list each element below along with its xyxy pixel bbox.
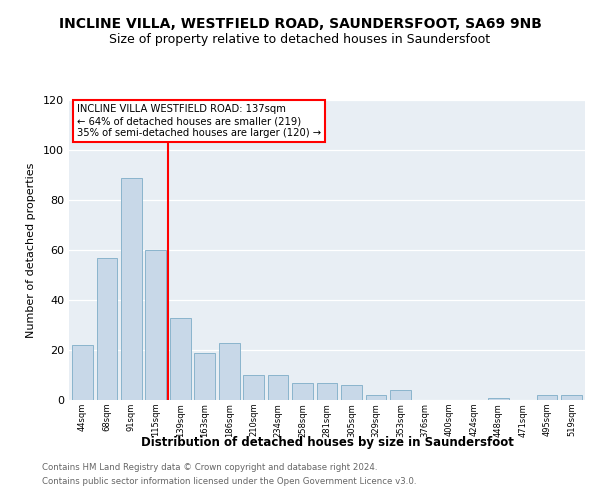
Bar xyxy=(390,390,411,400)
Bar xyxy=(97,258,117,400)
Bar xyxy=(170,318,191,400)
Text: Contains HM Land Registry data © Crown copyright and database right 2024.: Contains HM Land Registry data © Crown c… xyxy=(42,464,377,472)
Bar xyxy=(121,178,142,400)
Text: INCLINE VILLA, WESTFIELD ROAD, SAUNDERSFOOT, SA69 9NB: INCLINE VILLA, WESTFIELD ROAD, SAUNDERSF… xyxy=(59,18,541,32)
Bar xyxy=(317,382,337,400)
Bar xyxy=(145,250,166,400)
Text: INCLINE VILLA WESTFIELD ROAD: 137sqm
← 64% of detached houses are smaller (219)
: INCLINE VILLA WESTFIELD ROAD: 137sqm ← 6… xyxy=(77,104,321,138)
Bar xyxy=(219,342,239,400)
Bar xyxy=(292,382,313,400)
Y-axis label: Number of detached properties: Number of detached properties xyxy=(26,162,36,338)
Text: Distribution of detached houses by size in Saundersfoot: Distribution of detached houses by size … xyxy=(140,436,514,449)
Bar xyxy=(561,395,582,400)
Text: Size of property relative to detached houses in Saundersfoot: Size of property relative to detached ho… xyxy=(109,32,491,46)
Bar xyxy=(194,352,215,400)
Bar xyxy=(268,375,289,400)
Bar xyxy=(365,395,386,400)
Bar xyxy=(537,395,557,400)
Bar xyxy=(341,385,362,400)
Text: Contains public sector information licensed under the Open Government Licence v3: Contains public sector information licen… xyxy=(42,477,416,486)
Bar xyxy=(243,375,264,400)
Bar xyxy=(72,345,93,400)
Bar xyxy=(488,398,509,400)
